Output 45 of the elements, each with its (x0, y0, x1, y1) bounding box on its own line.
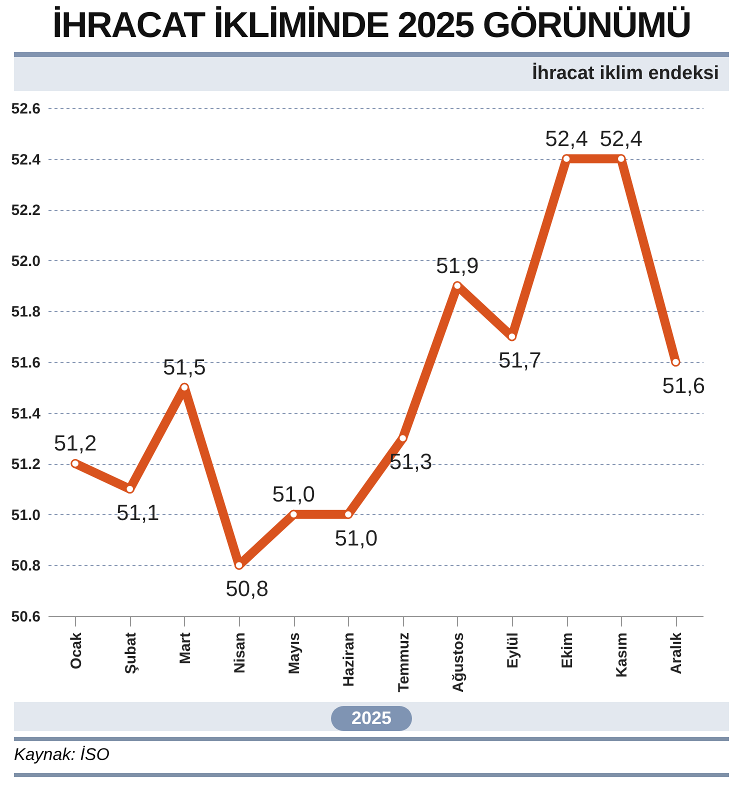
data-label: 51,0 (272, 481, 316, 506)
y-tick-label: 50.6 (11, 608, 40, 626)
y-tick-label: 51.4 (11, 405, 42, 422)
point (344, 510, 353, 520)
x-tick-label: Mayıs (286, 632, 304, 674)
data-label: 52,4 (600, 126, 643, 151)
y-tick-label: 51.2 (11, 456, 40, 474)
y-tick-label: 52.0 (11, 252, 40, 270)
x-tick-label: Ağustos (450, 632, 467, 692)
point (562, 154, 572, 164)
x-axis-title: 2025 (331, 706, 412, 731)
data-label: 51,1 (116, 500, 160, 525)
data-label: 52,4 (545, 126, 588, 151)
y-tick-label: 52.2 (11, 202, 40, 220)
y-tick-label: 51.0 (11, 506, 40, 524)
y-tick-label: 52.4 (11, 151, 42, 168)
x-tick-label: Nisan (232, 632, 249, 674)
x-tick-label: Temmuz (395, 632, 412, 692)
data-label: 51,2 (54, 430, 97, 456)
x-tick-label: Şubat (122, 632, 140, 674)
x-tick-label: Ekim (559, 632, 576, 668)
chart-subtitle: İhracat iklim endeksi (14, 52, 729, 91)
point (234, 560, 244, 570)
data-label: 50,8 (226, 576, 268, 602)
data-label: 51,6 (662, 373, 706, 398)
x-tick-label: Kasım (614, 632, 631, 678)
data-label: 51,3 (389, 449, 432, 474)
data-label: 51,5 (163, 354, 206, 380)
y-tick-label: 52.6 (11, 100, 40, 118)
text: Kaynak: İSO (14, 737, 729, 777)
x-tick-label: Haziran (340, 632, 358, 687)
y-tick-label: 50.8 (11, 558, 40, 575)
data-label: 51,7 (498, 348, 542, 373)
x-tick-label: Ocak (68, 632, 85, 670)
data-label: 51,0 (334, 525, 378, 550)
data-label: 51,9 (436, 252, 479, 278)
x-tick-label: Eylül (504, 632, 522, 668)
y-tick-label: 51.6 (11, 354, 40, 372)
x-tick-label: Aralık (668, 632, 686, 674)
chart-title: İHRACAT İKLİMİNDE 2025 GÖRÜNÜMÜ (51, 4, 692, 46)
point (671, 357, 680, 367)
point (125, 484, 134, 494)
y-tick-label: 51.8 (11, 304, 40, 321)
point (70, 458, 80, 468)
x-tick-label: Mart (176, 632, 194, 664)
